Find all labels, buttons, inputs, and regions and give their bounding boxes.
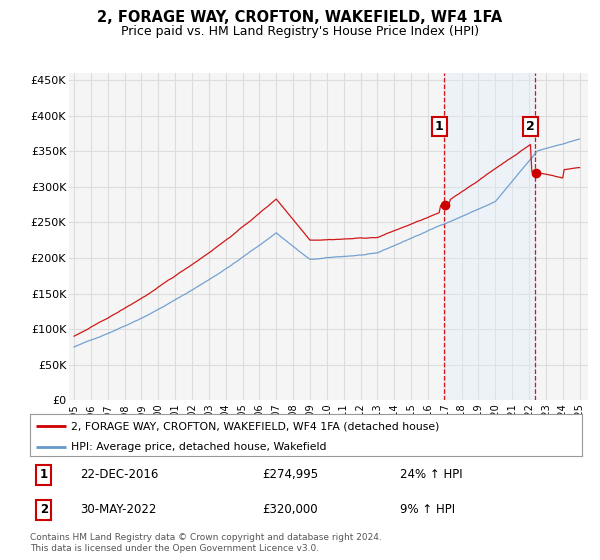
Text: 1: 1: [40, 468, 48, 481]
Text: 24% ↑ HPI: 24% ↑ HPI: [400, 468, 463, 481]
Text: £274,995: £274,995: [262, 468, 318, 481]
Text: 30-MAY-2022: 30-MAY-2022: [80, 503, 156, 516]
Text: 22-DEC-2016: 22-DEC-2016: [80, 468, 158, 481]
Text: HPI: Average price, detached house, Wakefield: HPI: Average price, detached house, Wake…: [71, 442, 327, 452]
Text: 2, FORAGE WAY, CROFTON, WAKEFIELD, WF4 1FA (detached house): 2, FORAGE WAY, CROFTON, WAKEFIELD, WF4 1…: [71, 421, 440, 431]
Bar: [444, 73, 535, 400]
Text: 2: 2: [40, 503, 48, 516]
Text: Price paid vs. HM Land Registry's House Price Index (HPI): Price paid vs. HM Land Registry's House …: [121, 25, 479, 38]
Text: 1: 1: [434, 120, 443, 133]
Text: 9% ↑ HPI: 9% ↑ HPI: [400, 503, 455, 516]
Text: Contains HM Land Registry data © Crown copyright and database right 2024.
This d: Contains HM Land Registry data © Crown c…: [30, 533, 382, 553]
Text: £320,000: £320,000: [262, 503, 317, 516]
Text: 2: 2: [526, 120, 535, 133]
Text: 2, FORAGE WAY, CROFTON, WAKEFIELD, WF4 1FA: 2, FORAGE WAY, CROFTON, WAKEFIELD, WF4 1…: [97, 10, 503, 25]
